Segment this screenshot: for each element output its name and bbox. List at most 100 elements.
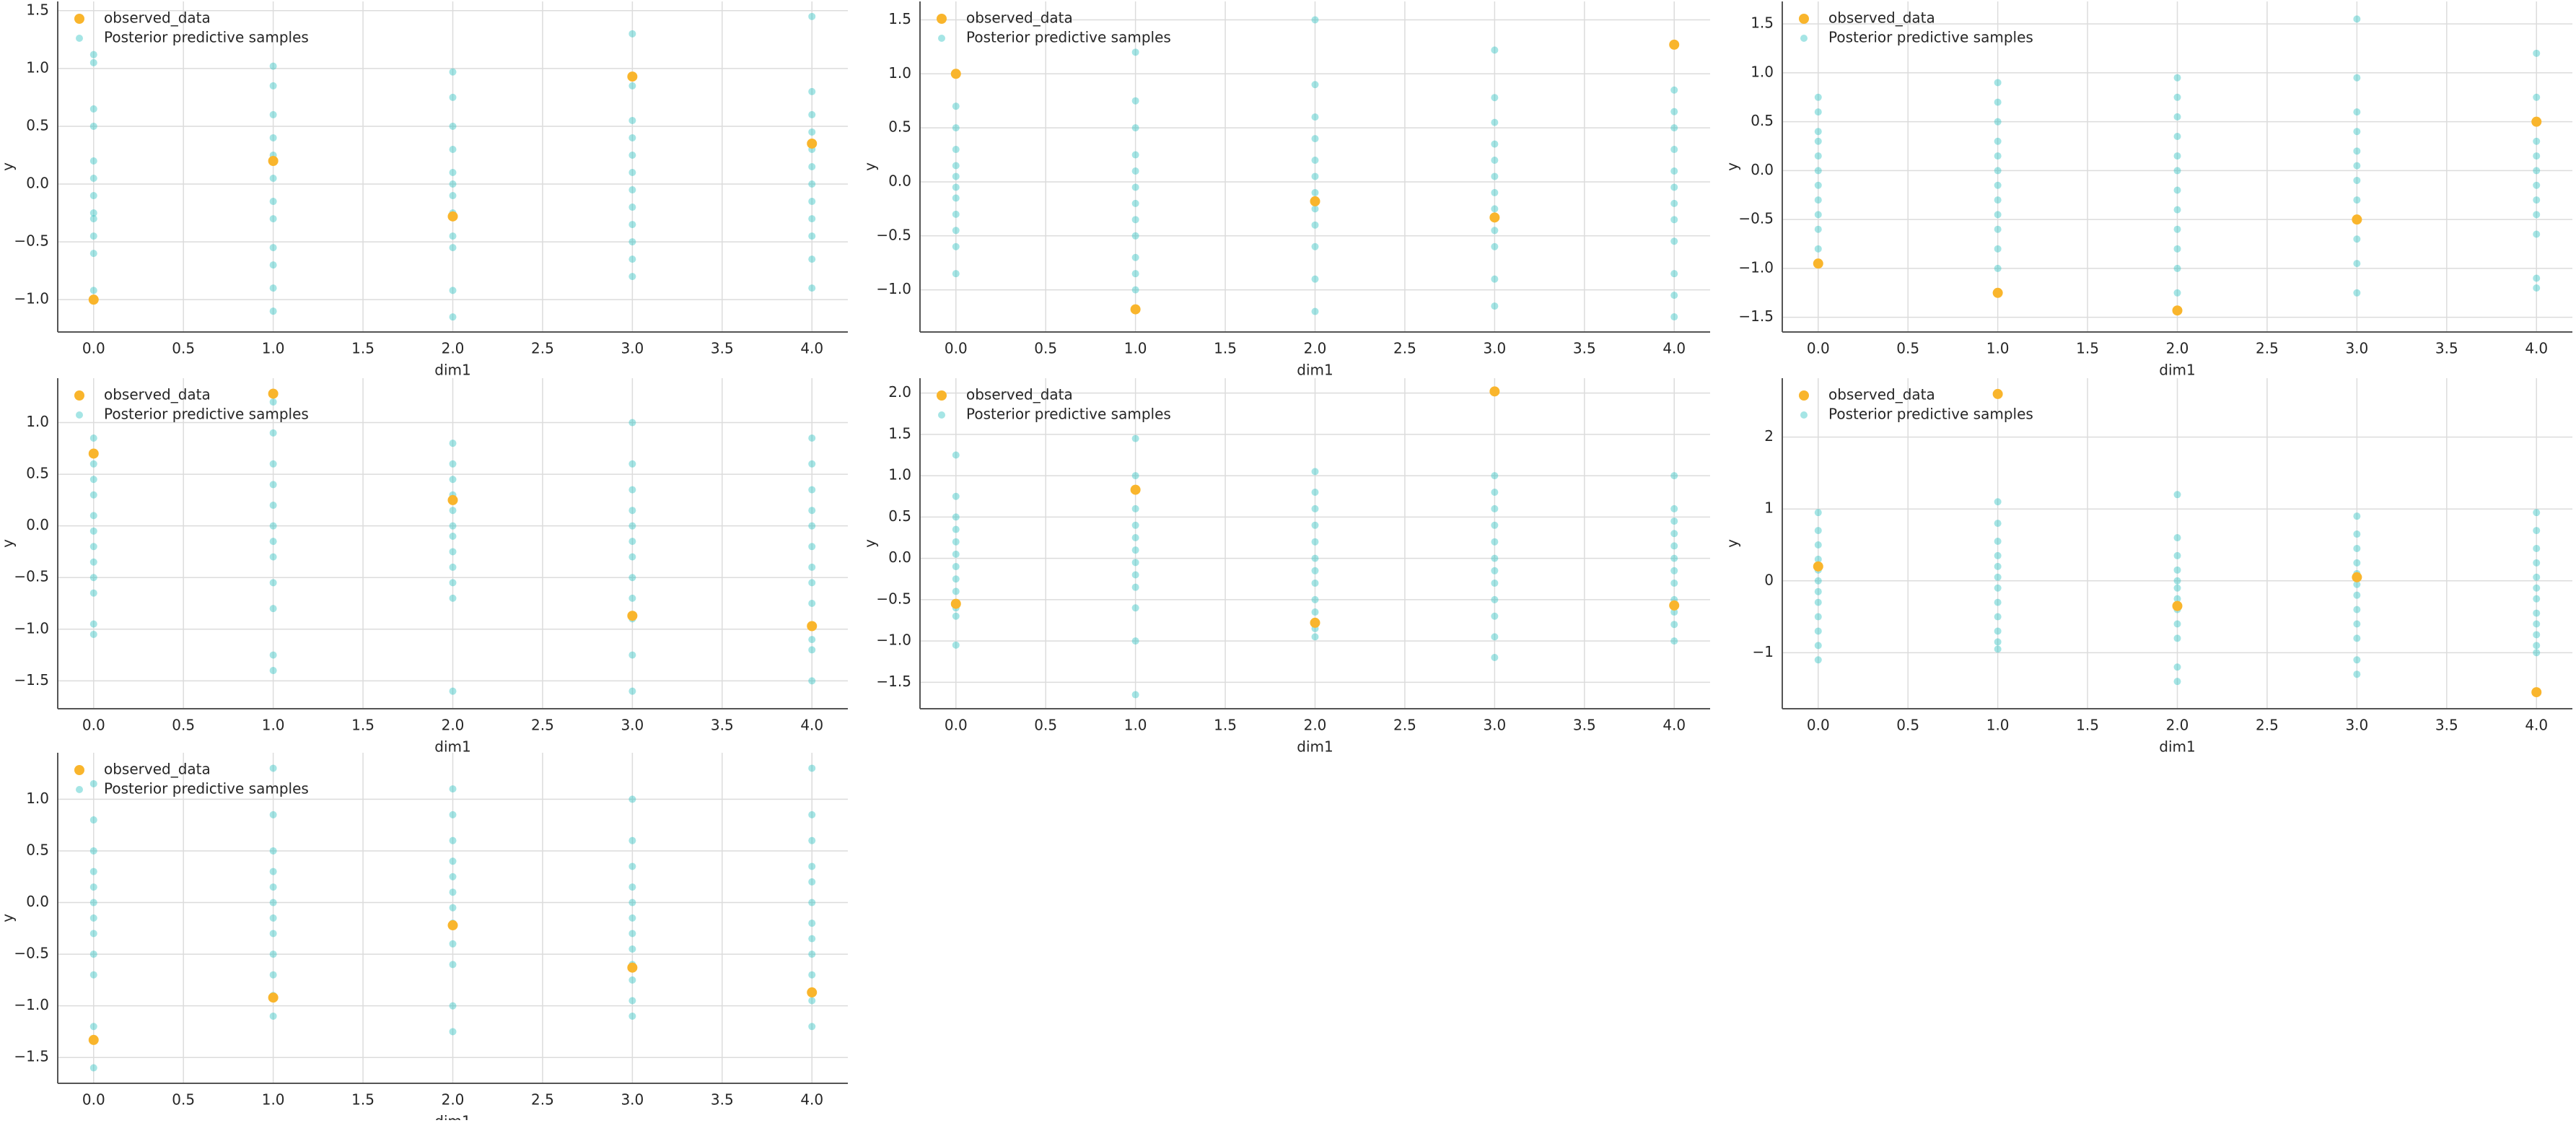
sample-point: [1814, 211, 1822, 219]
sample-point: [1311, 554, 1319, 562]
sample-point: [269, 284, 277, 292]
sample-point: [628, 486, 636, 494]
y-axis-label: y: [0, 162, 17, 171]
sample-point: [89, 847, 97, 855]
sample-point: [2533, 274, 2541, 282]
subplot: 0.0 0.5 1.0 1.5 2.0 2.5 3.0 3.5 4.0 −1.5 −1.0 −0.5 0…: [0, 378, 848, 756]
sample-point: [952, 587, 960, 595]
sample-point: [449, 145, 457, 153]
sample-point: [1994, 211, 2002, 219]
sample-point: [89, 122, 97, 130]
sample-point: [2533, 584, 2541, 592]
sample-point: [449, 169, 457, 177]
observed-point: [2172, 600, 2183, 611]
sample-point: [628, 687, 636, 695]
sample-point: [1131, 151, 1139, 159]
x-tick-label: 1.5: [351, 717, 374, 734]
sample-point: [808, 87, 816, 95]
observed-point: [950, 69, 961, 79]
legend-label: Posterior predictive samples: [966, 406, 1171, 423]
sample-point: [89, 558, 97, 566]
sample-point: [1131, 199, 1139, 207]
observed-point: [2352, 572, 2362, 582]
x-tick-label: 0.0: [945, 717, 968, 734]
x-axis-label: dim1: [2159, 362, 2195, 379]
sample-point: [89, 589, 97, 597]
sample-point: [1131, 604, 1139, 612]
sample-point: [269, 651, 277, 659]
y-tick-label: 1.0: [888, 466, 911, 484]
sample-point: [2353, 289, 2361, 297]
sample-point: [1491, 46, 1499, 54]
sample-point: [1311, 16, 1319, 24]
sample-point: [628, 186, 636, 194]
sample-point: [1670, 183, 1678, 191]
sample-point: [1994, 225, 2002, 233]
x-axis-label: dim1: [434, 1113, 470, 1121]
sample-point: [1994, 598, 2002, 606]
sample-point: [2173, 93, 2181, 101]
observed-point: [1130, 304, 1141, 315]
sample-point: [89, 543, 97, 551]
sample-point: [449, 961, 457, 969]
sample-point: [628, 899, 636, 906]
observed-point: [807, 138, 818, 149]
y-tick-label: 2.0: [888, 383, 911, 401]
sample-point: [1670, 124, 1678, 132]
x-tick-label: 0.0: [82, 717, 105, 734]
x-tick-label: 1.5: [2076, 717, 2099, 734]
sample-point: [1491, 227, 1499, 235]
y-tick-label: 0.5: [888, 507, 911, 525]
sample-point: [1491, 567, 1499, 574]
sample-point: [2533, 284, 2541, 292]
sample-point: [628, 538, 636, 546]
sample-point: [1311, 633, 1319, 641]
sample-point: [2173, 113, 2181, 121]
y-tick-label: 0.5: [888, 118, 911, 136]
sample-point: [628, 1012, 636, 1020]
sample-point: [628, 151, 636, 159]
x-tick-label: 1.5: [1214, 340, 1237, 357]
sample-point: [808, 971, 816, 979]
sample-point: [1131, 286, 1139, 294]
x-tick-label: 3.0: [2345, 340, 2368, 357]
observed-point: [88, 294, 99, 305]
sample-point: [1491, 172, 1499, 180]
y-tick-label: −1.0: [14, 619, 49, 637]
y-tick-label: −1.0: [14, 996, 49, 1013]
sample-point: [2533, 93, 2541, 101]
sample-point: [2353, 108, 2361, 116]
y-tick-label: 1: [1764, 499, 1774, 517]
sample-point: [1670, 517, 1678, 525]
sample-point: [449, 244, 457, 252]
sample-point: [952, 538, 960, 546]
observed-point: [1489, 212, 1500, 223]
sample-point: [808, 543, 816, 551]
sample-point: [1491, 472, 1499, 480]
sample-point: [449, 180, 457, 188]
sample-point: [952, 194, 960, 202]
sample-point: [269, 883, 277, 891]
sample-point: [2533, 181, 2541, 189]
sample-point: [1670, 108, 1678, 115]
sample-point: [628, 930, 636, 938]
sample-point: [628, 574, 636, 582]
sample-point: [1491, 489, 1499, 497]
sample-point: [89, 250, 97, 258]
y-tick-label: 0.0: [888, 549, 911, 566]
sample-point: [808, 180, 816, 188]
sample-point: [628, 82, 636, 89]
sample-point: [808, 563, 816, 571]
sample-point: [1491, 579, 1499, 587]
sample-point: [2533, 196, 2541, 204]
sample-point: [628, 116, 636, 124]
sample-point: [449, 594, 457, 602]
sample-point: [1994, 638, 2002, 646]
x-axis-label: dim1: [434, 362, 470, 379]
sample-point: [89, 175, 97, 183]
sample-point: [2353, 162, 2361, 170]
sample-point: [89, 899, 97, 906]
sample-point: [1670, 86, 1678, 94]
sample-point: [449, 287, 457, 294]
